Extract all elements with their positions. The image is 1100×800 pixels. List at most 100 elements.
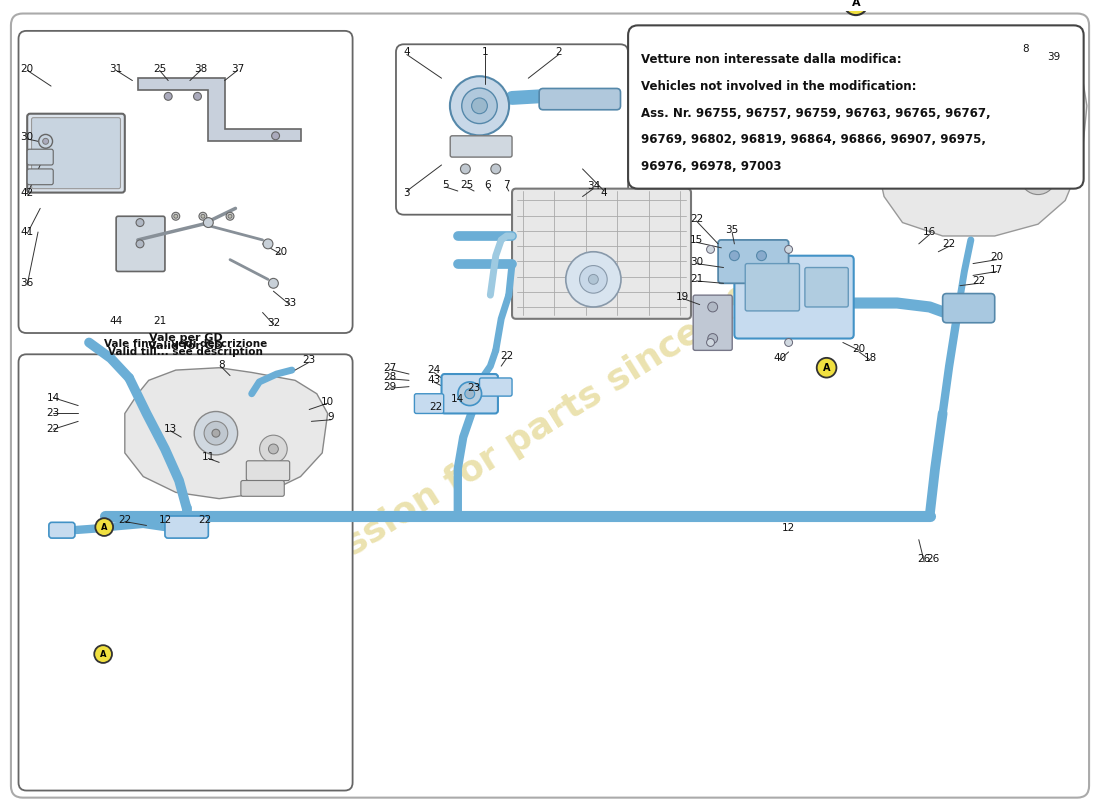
Text: 30: 30	[690, 257, 703, 267]
FancyBboxPatch shape	[952, 57, 997, 81]
Text: 22: 22	[943, 239, 956, 249]
FancyBboxPatch shape	[48, 522, 75, 538]
FancyBboxPatch shape	[19, 31, 353, 333]
Text: 22: 22	[429, 402, 442, 412]
Text: 42: 42	[21, 187, 34, 198]
Text: A: A	[851, 0, 860, 8]
Circle shape	[964, 122, 1003, 161]
FancyBboxPatch shape	[539, 89, 620, 110]
Text: 14: 14	[46, 393, 59, 402]
FancyBboxPatch shape	[19, 354, 353, 790]
Text: 17: 17	[990, 265, 1003, 275]
Text: 18: 18	[864, 354, 877, 363]
Circle shape	[784, 246, 793, 254]
Text: 2: 2	[556, 47, 562, 57]
Circle shape	[1031, 170, 1045, 184]
Circle shape	[204, 218, 213, 227]
Text: Vehicles not involved in the modification:: Vehicles not involved in the modificatio…	[641, 80, 916, 93]
Text: 11: 11	[201, 452, 214, 462]
Circle shape	[450, 76, 509, 135]
Circle shape	[227, 212, 234, 220]
Text: 23: 23	[302, 355, 316, 365]
FancyBboxPatch shape	[450, 136, 512, 157]
Text: 39: 39	[1047, 52, 1060, 62]
Text: 26: 26	[917, 554, 931, 565]
Circle shape	[260, 435, 287, 462]
Text: 16: 16	[923, 227, 936, 237]
FancyBboxPatch shape	[246, 461, 289, 481]
Text: 96976, 96978, 97003: 96976, 96978, 97003	[641, 160, 782, 174]
FancyBboxPatch shape	[628, 26, 1084, 189]
Text: 5: 5	[442, 180, 449, 190]
FancyBboxPatch shape	[396, 44, 628, 214]
Circle shape	[164, 93, 172, 100]
Text: 20: 20	[852, 344, 866, 354]
Circle shape	[268, 278, 278, 288]
Text: 43: 43	[427, 375, 441, 386]
FancyBboxPatch shape	[28, 114, 124, 193]
Polygon shape	[124, 368, 328, 498]
Text: 10: 10	[321, 397, 334, 406]
Circle shape	[201, 214, 205, 218]
Text: 35: 35	[726, 226, 739, 235]
Text: 22: 22	[500, 351, 514, 361]
Text: A: A	[100, 650, 107, 658]
Text: A: A	[101, 522, 108, 531]
FancyBboxPatch shape	[11, 14, 1089, 798]
Text: 6: 6	[484, 180, 491, 190]
FancyBboxPatch shape	[28, 150, 53, 165]
Text: 37: 37	[231, 64, 244, 74]
Circle shape	[461, 164, 471, 174]
Circle shape	[729, 250, 739, 261]
Polygon shape	[138, 78, 300, 142]
Circle shape	[172, 212, 179, 220]
FancyBboxPatch shape	[718, 240, 789, 283]
Text: 32: 32	[267, 318, 280, 328]
Circle shape	[707, 302, 717, 312]
Text: 23: 23	[468, 383, 481, 394]
Text: 22: 22	[198, 515, 211, 525]
Text: 12: 12	[158, 515, 172, 525]
Text: 24: 24	[427, 365, 441, 375]
Text: 14: 14	[451, 394, 464, 404]
Text: 40: 40	[773, 354, 786, 363]
Text: 22: 22	[46, 424, 59, 434]
Circle shape	[458, 382, 482, 406]
Text: passion for parts since 1987: passion for parts since 1987	[296, 254, 804, 589]
Text: 34: 34	[586, 182, 600, 191]
Text: 20: 20	[990, 252, 1003, 262]
Circle shape	[136, 218, 144, 226]
Circle shape	[462, 88, 497, 123]
Circle shape	[816, 358, 836, 378]
Circle shape	[949, 107, 1019, 176]
Circle shape	[95, 645, 112, 663]
Text: 22: 22	[118, 515, 131, 525]
Circle shape	[174, 214, 178, 218]
Text: Vale fino... vedi descrizione: Vale fino... vedi descrizione	[103, 339, 267, 349]
FancyBboxPatch shape	[117, 216, 165, 271]
Circle shape	[39, 134, 53, 148]
Text: 12: 12	[782, 523, 795, 533]
Text: 13: 13	[164, 424, 177, 434]
FancyBboxPatch shape	[805, 267, 848, 307]
Text: 4: 4	[404, 47, 410, 57]
Circle shape	[263, 239, 273, 249]
Circle shape	[706, 246, 715, 254]
FancyBboxPatch shape	[32, 118, 121, 189]
FancyBboxPatch shape	[415, 394, 443, 414]
Text: 8: 8	[218, 359, 224, 370]
Text: Valid for GD: Valid for GD	[148, 342, 223, 351]
Circle shape	[194, 93, 201, 100]
Circle shape	[491, 164, 501, 174]
Text: 26: 26	[926, 554, 939, 565]
Circle shape	[706, 338, 715, 346]
Text: 27: 27	[383, 362, 396, 373]
Text: 9: 9	[328, 413, 334, 422]
Text: 21: 21	[690, 274, 703, 284]
Text: 22: 22	[971, 276, 986, 286]
Text: 38: 38	[194, 64, 208, 74]
Circle shape	[565, 252, 621, 307]
Circle shape	[228, 214, 232, 218]
Text: 21: 21	[153, 316, 166, 326]
Polygon shape	[876, 49, 1087, 236]
